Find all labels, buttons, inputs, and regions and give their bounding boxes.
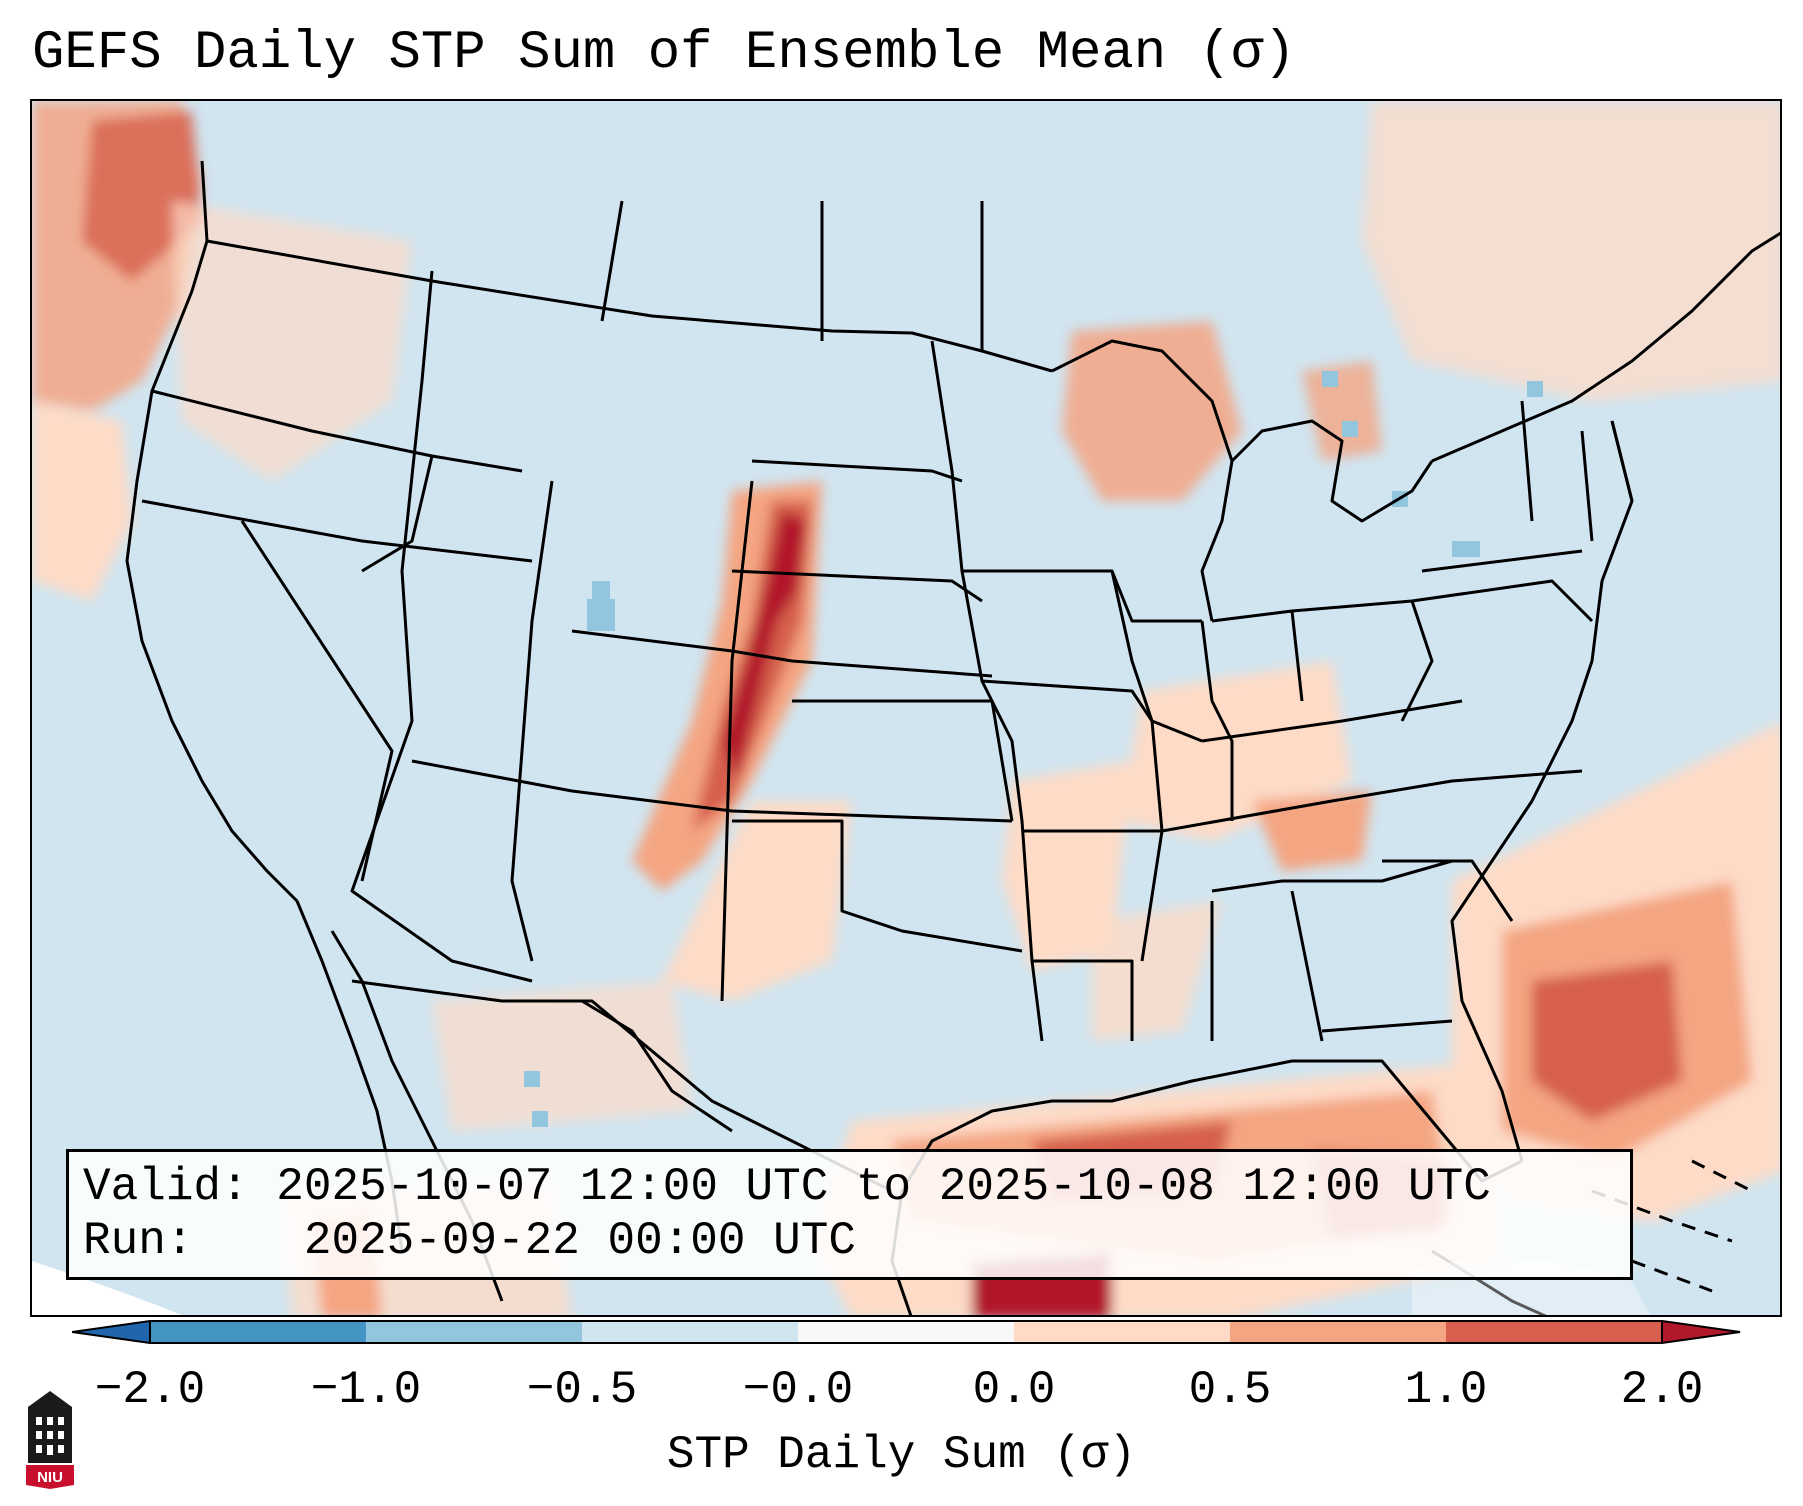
colorbar-segment-2 [366,1321,582,1343]
colorbar-tick-label: 2.0 [1620,1364,1704,1416]
valid-label: Valid: [83,1161,249,1213]
colorbar-strip [71,1319,1741,1345]
colorbar-label: STP Daily Sum (σ) [666,1429,1137,1481]
colorbar-tick-label: −0.5 [526,1364,638,1416]
negative-anomaly-patches [524,371,1543,1127]
colorbar-segment-5 [1014,1321,1230,1343]
niu-logo: NIU [22,1389,78,1489]
state-borders [125,160,1780,1315]
colorbar-segment-1 [150,1321,366,1343]
colorbar [71,1319,1742,1350]
run-time: 2025-09-22 00:00 UTC [303,1215,856,1267]
colorbar-tick-label: 0.0 [972,1364,1056,1416]
colorbar-segment-7 [1446,1321,1662,1343]
colorbar-segment-6 [1230,1321,1446,1343]
chart-title: GEFS Daily STP Sum of Ensemble Mean (σ) [32,23,1296,84]
map-canvas [32,101,1780,1315]
colorbar-segment-4 [798,1321,1014,1343]
colorbar-segment-3 [582,1321,798,1343]
valid-time-range: 2025-10-07 12:00 UTC to 2025-10-08 12:00… [276,1161,1491,1213]
colorbar-tick-label: −0.0 [742,1364,854,1416]
valid-run-info-box: Valid: 2025-10-07 12:00 UTC to 2025-10-0… [66,1149,1633,1280]
colorbar-tick-label: −1.0 [310,1364,422,1416]
colorbar-extend-low [71,1319,151,1345]
colorbar-tick-label: −2.0 [94,1364,206,1416]
colorbar-tick-label: 0.5 [1188,1364,1272,1416]
logo-text: NIU [37,1469,63,1486]
run-label: Run: [83,1215,194,1267]
colorbar-tick-label: 1.0 [1404,1364,1488,1416]
map-panel [30,99,1782,1317]
colorbar-extend-high [1661,1319,1741,1345]
university-tower-icon: NIU [26,1391,74,1489]
